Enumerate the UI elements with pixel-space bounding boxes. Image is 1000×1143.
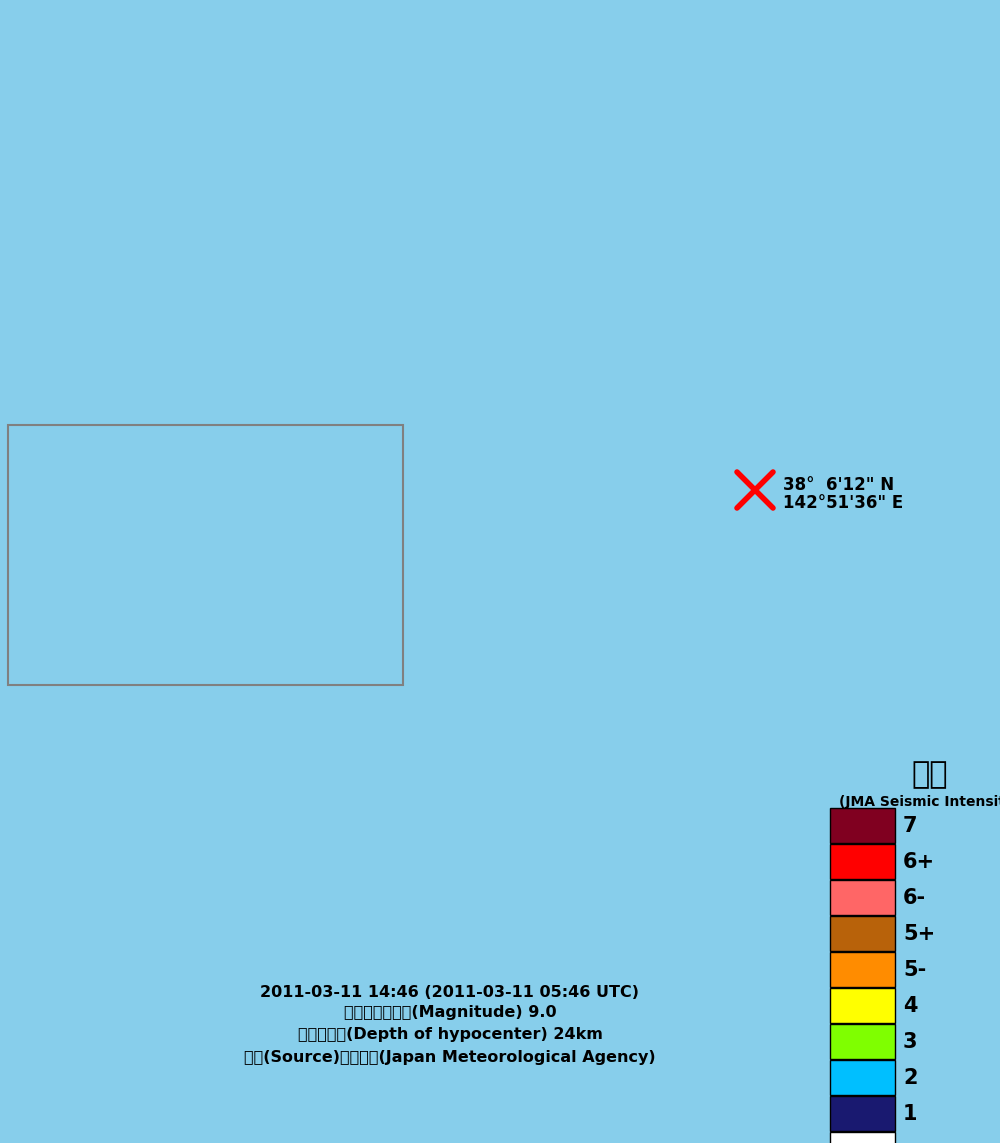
Bar [830,916,895,951]
Bar [830,988,895,1023]
Text: 3: 3 [903,1031,918,1052]
Bar [830,1096,895,1132]
Bar [830,1060,895,1095]
Bar [830,1024,895,1060]
Text: 5-: 5- [903,959,926,980]
Bar [830,808,895,844]
Text: 2011-03-11 14:46 (2011-03-11 05:46 UTC): 2011-03-11 14:46 (2011-03-11 05:46 UTC) [260,985,640,1000]
Bar [830,952,895,988]
Bar [830,844,895,879]
Text: マグニチュード(Magnitude) 9.0: マグニチュード(Magnitude) 9.0 [344,1005,556,1020]
Text: 38°  6'12" N: 38° 6'12" N [783,475,894,494]
Text: 2: 2 [903,1068,918,1087]
Text: 142°51'36" E: 142°51'36" E [783,494,903,512]
Text: 7: 7 [903,815,918,836]
Text: 震度: 震度 [912,760,948,789]
Text: 4: 4 [903,996,918,1015]
Text: 5+: 5+ [903,924,935,943]
Text: 6+: 6+ [903,852,935,871]
Text: 出典(Source)：気象庁(Japan Meteorological Agency): 出典(Source)：気象庁(Japan Meteorological Agen… [244,1050,656,1065]
Text: 震源の深さ(Depth of hypocenter) 24km: 震源の深さ(Depth of hypocenter) 24km [298,1028,602,1042]
Text: 6-: 6- [903,887,926,908]
Bar [8,425,403,685]
Text: 1: 1 [903,1103,918,1124]
Bar [830,1132,895,1143]
Text: (JMA Seismic Intensity): (JMA Seismic Intensity) [839,796,1000,809]
Bar [830,880,895,916]
